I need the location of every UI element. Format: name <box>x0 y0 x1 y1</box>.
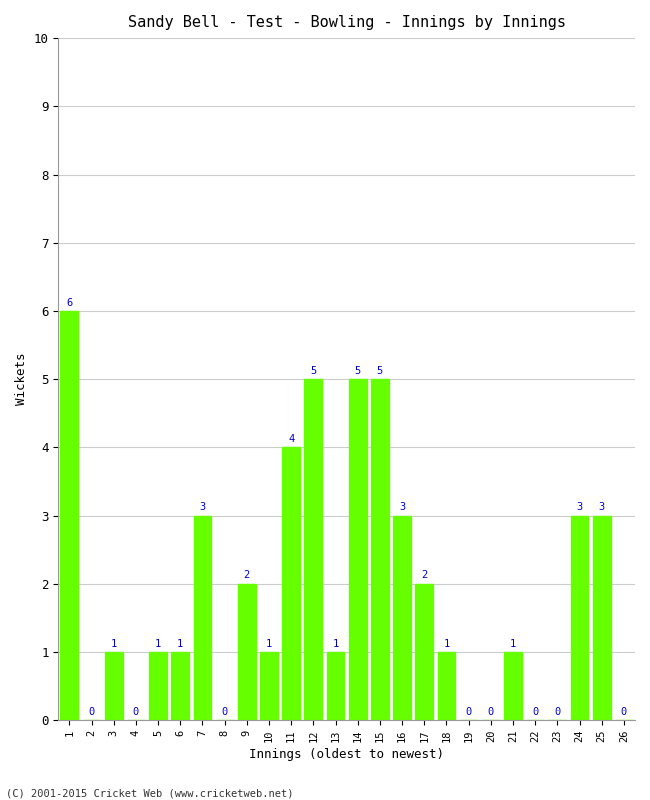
Bar <box>593 515 610 720</box>
Bar <box>282 447 300 720</box>
Bar <box>327 652 344 720</box>
Text: 1: 1 <box>155 638 161 649</box>
Text: 0: 0 <box>133 707 139 717</box>
Text: 5: 5 <box>377 366 383 376</box>
Bar <box>504 652 522 720</box>
Text: 4: 4 <box>288 434 294 444</box>
Text: 2: 2 <box>421 570 428 580</box>
Bar <box>437 652 456 720</box>
Text: 1: 1 <box>332 638 339 649</box>
Text: 1: 1 <box>111 638 117 649</box>
Text: 1: 1 <box>443 638 450 649</box>
Text: 3: 3 <box>200 502 205 512</box>
X-axis label: Innings (oldest to newest): Innings (oldest to newest) <box>249 748 444 761</box>
Text: 0: 0 <box>88 707 95 717</box>
Bar <box>194 515 211 720</box>
Bar <box>415 584 433 720</box>
Text: 6: 6 <box>66 298 73 307</box>
Text: 1: 1 <box>510 638 516 649</box>
Text: 0: 0 <box>621 707 627 717</box>
Text: 0: 0 <box>465 707 472 717</box>
Title: Sandy Bell - Test - Bowling - Innings by Innings: Sandy Bell - Test - Bowling - Innings by… <box>127 15 566 30</box>
Bar <box>349 379 367 720</box>
Bar <box>238 584 255 720</box>
Text: 3: 3 <box>577 502 582 512</box>
Text: 0: 0 <box>532 707 538 717</box>
Text: 2: 2 <box>244 570 250 580</box>
Bar <box>172 652 189 720</box>
Bar <box>105 652 123 720</box>
Bar <box>371 379 389 720</box>
Bar <box>60 311 78 720</box>
Bar <box>571 515 588 720</box>
Bar <box>393 515 411 720</box>
Text: 0: 0 <box>222 707 227 717</box>
Text: 3: 3 <box>399 502 405 512</box>
Text: 0: 0 <box>554 707 560 717</box>
Text: 5: 5 <box>355 366 361 376</box>
Text: (C) 2001-2015 Cricket Web (www.cricketweb.net): (C) 2001-2015 Cricket Web (www.cricketwe… <box>6 788 294 798</box>
Text: 5: 5 <box>310 366 317 376</box>
Text: 1: 1 <box>177 638 183 649</box>
Text: 3: 3 <box>599 502 605 512</box>
Y-axis label: Wickets: Wickets <box>15 353 28 406</box>
Text: 0: 0 <box>488 707 494 717</box>
Bar <box>304 379 322 720</box>
Bar <box>260 652 278 720</box>
Text: 1: 1 <box>266 638 272 649</box>
Bar <box>150 652 167 720</box>
